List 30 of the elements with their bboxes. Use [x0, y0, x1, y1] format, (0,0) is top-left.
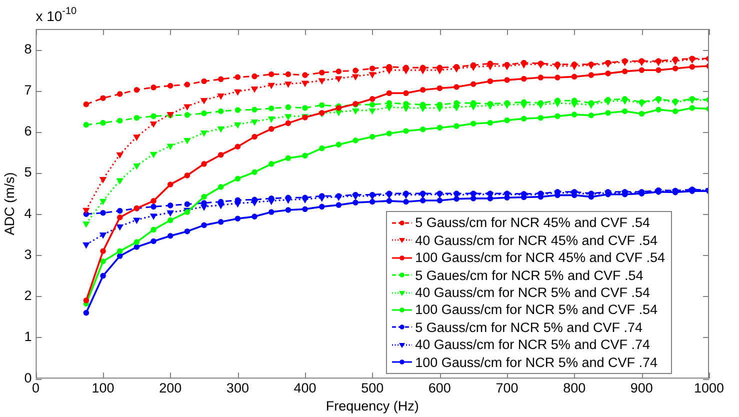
legend-label: 100 Gauss/cm for NCR 5% and CVF .74 [415, 354, 658, 371]
x-axis-title: Frequency (Hz) [326, 398, 419, 414]
legend-label: 40 Gauss/cm for NCR 5% and CVF .54 [415, 284, 650, 302]
legend-label: 5 Gaues/cm for NCR 5% and CVF .54 [415, 266, 644, 284]
y-tick-label: 6 [24, 124, 32, 139]
x-tick-label: 600 [428, 380, 451, 396]
legend-label: 100 Gauss/cm for NCR 5% and CVF .54 [415, 301, 658, 319]
y-tick-label: 0 [24, 370, 32, 386]
x-tick-label: 800 [563, 380, 586, 396]
legend-label: 40 Gauss/cm for NCR 5% and CVF .74 [415, 336, 650, 354]
x-tick-label: 500 [361, 380, 384, 396]
y-tick-label: 5 [24, 164, 32, 180]
y-tick-label: 3 [24, 246, 32, 262]
x-tick-label: 900 [630, 380, 653, 396]
y-axis-title: ADC (m/s) [2, 172, 17, 236]
y-tick-label: 8 [24, 41, 32, 56]
x-tick-label: 300 [226, 380, 249, 396]
legend-label: 5 Gauss/cm for NCR 5% and CVF .74 [415, 318, 642, 336]
y-tick-label: 2 [24, 288, 32, 304]
legend-label: 40 Gauss/cm for NCR 45% and CVF .54 [415, 232, 658, 250]
y-tick-label: 7 [24, 82, 32, 98]
x-tick-label: 100 [92, 380, 114, 396]
legend-label: 100 Gauss/cm for NCR 45% and CVF .54 [415, 249, 665, 267]
x-tick-label: 400 [294, 380, 316, 396]
legend-label: 5 Gauss/cm for NCR 45% and CVF .54 [415, 214, 650, 232]
y-tick-label: 4 [24, 206, 32, 221]
x-tick-label: 700 [496, 380, 518, 396]
y-tick-label: 1 [24, 329, 32, 344]
x-tick-label: 200 [159, 380, 182, 396]
x-tick-label: 1000 [694, 380, 724, 396]
